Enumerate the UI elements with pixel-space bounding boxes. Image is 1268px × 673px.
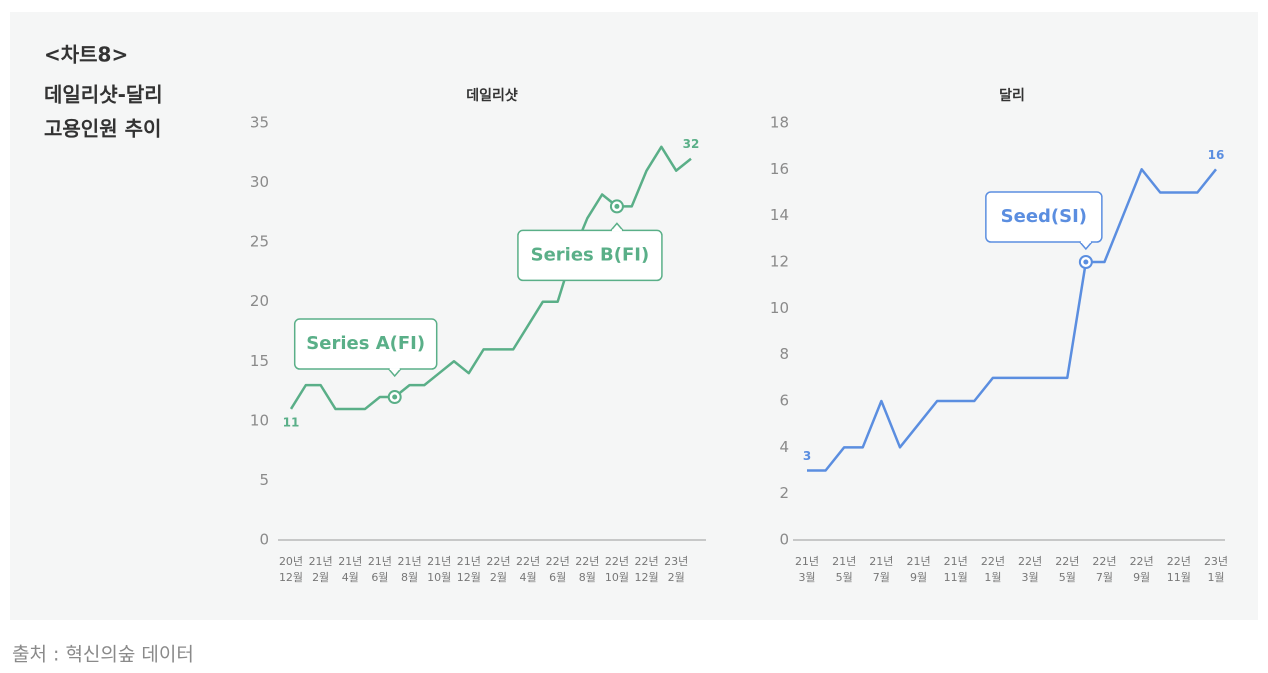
y-tick-label: 0 (779, 531, 789, 549)
x-tick-label: 21년 (457, 555, 481, 568)
y-tick-label: 16 (770, 160, 789, 178)
x-tick-label: 22년 (605, 555, 629, 568)
y-tick-label: 10 (770, 299, 789, 317)
data-label: 32 (683, 137, 700, 151)
x-tick-label: 22년 (1130, 555, 1154, 568)
x-tick-label: 9월 (1133, 571, 1150, 584)
x-tick-label: 22년 (1092, 555, 1116, 568)
x-tick-label: 3월 (798, 571, 815, 584)
x-tick-label: 22년 (1167, 555, 1191, 568)
x-tick-label: 21년 (368, 555, 392, 568)
x-tick-label: 7월 (873, 571, 890, 584)
x-tick-label: 11월 (1167, 571, 1191, 584)
data-label: 16 (1208, 148, 1225, 162)
marker-dot (1083, 259, 1089, 265)
x-tick-label: 23년 (664, 555, 688, 568)
y-tick-label: 20 (250, 292, 269, 310)
x-tick-label: 22년 (1055, 555, 1079, 568)
y-tick-label: 2 (779, 484, 789, 502)
callout-pointer (1079, 241, 1093, 251)
x-tick-label: 6월 (549, 571, 566, 584)
heading: 고용인원 추이 (44, 117, 161, 141)
x-tick-label: 8월 (401, 571, 418, 584)
callout-pointer (610, 222, 624, 231)
y-tick-label: 5 (259, 471, 269, 489)
x-tick-label: 21년 (906, 555, 930, 568)
y-tick-label: 12 (770, 253, 789, 271)
x-tick-label: 22년 (981, 555, 1005, 568)
panel (10, 12, 1258, 620)
x-tick-label: 21년 (869, 555, 893, 568)
x-tick-label: 12월 (457, 571, 481, 584)
callout-box (293, 318, 438, 370)
x-tick-label: 21년 (309, 555, 333, 568)
x-tick-label: 20년 (279, 555, 303, 568)
x-tick-label: 5월 (1059, 571, 1076, 584)
x-tick-label: 23년 (1204, 555, 1228, 568)
chart-title: 데일리샷 (466, 88, 518, 104)
y-tick-label: 0 (259, 531, 269, 549)
y-tick-label: 6 (779, 392, 789, 410)
callout-text: Seed(SI) (1001, 206, 1087, 227)
x-tick-label: 10월 (427, 571, 451, 584)
y-tick-label: 8 (779, 345, 789, 363)
x-tick-label: 3월 (1022, 571, 1039, 584)
y-tick-label: 10 (250, 411, 269, 429)
marker-dot (614, 203, 620, 209)
x-tick-label: 1월 (984, 571, 1001, 584)
x-tick-label: 2월 (312, 571, 329, 584)
x-tick-label: 1월 (1207, 571, 1224, 584)
x-tick-label: 21년 (832, 555, 856, 568)
marker-dot (392, 394, 398, 400)
x-tick-label: 21년 (795, 555, 819, 568)
x-tick-label: 22년 (634, 555, 658, 568)
data-label: 11 (283, 415, 300, 429)
x-tick-label: 4월 (342, 571, 359, 584)
x-tick-label: 21년 (427, 555, 451, 568)
x-tick-label: 7월 (1096, 571, 1113, 584)
y-tick-label: 25 (250, 233, 269, 251)
y-tick-label: 14 (770, 206, 789, 224)
x-tick-label: 21년 (944, 555, 968, 568)
callout-box (985, 191, 1103, 243)
heading: <차트8> (44, 43, 128, 67)
y-tick-label: 4 (779, 438, 789, 456)
x-tick-label: 21년 (397, 555, 421, 568)
x-tick-label: 22년 (486, 555, 510, 568)
x-tick-label: 8월 (579, 571, 596, 584)
x-tick-label: 5월 (836, 571, 853, 584)
y-tick-label: 18 (770, 114, 789, 132)
x-tick-label: 22년 (1018, 555, 1042, 568)
heading: 데일리샷-달리 (44, 83, 163, 107)
line (289, 145, 692, 411)
y-tick-label: 35 (250, 114, 269, 132)
x-tick-label: 22년 (516, 555, 540, 568)
callout-pointer (388, 368, 402, 378)
x-tick-label: 9월 (910, 571, 927, 584)
x-tick-label: 11월 (944, 571, 968, 584)
y-tick-label: 30 (250, 173, 269, 191)
x-tick-label: 2월 (490, 571, 507, 584)
y-tick-label: 15 (250, 352, 269, 370)
x-tick-label: 4월 (519, 571, 536, 584)
callout-box (517, 229, 663, 282)
callout-text: Series B(FI) (531, 244, 650, 265)
x-tick-label: 22년 (575, 555, 599, 568)
x-tick-label: 12월 (634, 571, 658, 584)
callout-text: Series A(FI) (306, 333, 425, 354)
data-label: 3 (803, 449, 811, 463)
chart-title: 달리 (999, 88, 1025, 104)
source: 출처 : 혁신의숲 데이터 (12, 644, 194, 666)
x-tick-label: 6월 (371, 571, 388, 584)
x-tick-label: 21년 (338, 555, 362, 568)
x-tick-label: 10월 (605, 571, 629, 584)
x-tick-label: 12월 (279, 571, 303, 584)
x-tick-label: 22년 (546, 555, 570, 568)
line (807, 168, 1217, 472)
x-tick-label: 2월 (668, 571, 685, 584)
